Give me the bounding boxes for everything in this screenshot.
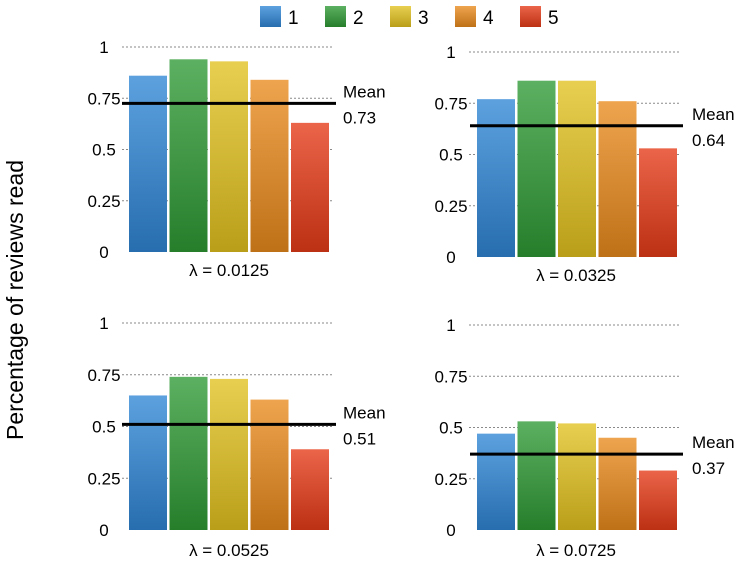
panel-lambda-label: λ = 0.0325 — [536, 266, 616, 285]
legend-entry-3: 3 — [390, 6, 429, 29]
bar-panel4-category-4 — [598, 437, 637, 530]
bar-panel3-category-1 — [129, 395, 167, 530]
mean-value: 0.73 — [343, 108, 376, 127]
y-tick-label: 0.5 — [92, 141, 116, 160]
legend: 1 2 3 4 5 — [260, 6, 559, 29]
legend-entry-5: 5 — [520, 6, 559, 29]
y-tick-label: 0 — [446, 248, 455, 267]
panel-1: 0 0.25 0.5 0.75 1 Mean 0.73 λ = 0.0125 — [87, 38, 385, 280]
y-tick-label: 0.5 — [92, 418, 116, 437]
bar-panel3-category-2 — [169, 376, 208, 530]
mean-value: 0.51 — [343, 429, 376, 448]
panel-lambda-label: λ = 0.0725 — [536, 541, 616, 560]
bar-panel1-category-2 — [169, 59, 208, 252]
bar-panel2-category-1 — [477, 99, 515, 258]
y-tick-label: 1 — [446, 43, 455, 62]
bar-panel1-category-4 — [250, 79, 289, 252]
mean-value: 0.37 — [692, 459, 725, 478]
bar-panel1-category-1 — [129, 75, 167, 252]
y-axis-label: Percentage of reviews read — [2, 160, 28, 440]
y-tick-label: 0.75 — [87, 89, 120, 108]
panel-lambda-label: λ = 0.0525 — [189, 541, 269, 560]
bar-panel1-category-3 — [210, 61, 248, 252]
bar-panel4-category-1 — [477, 433, 515, 530]
bar-panel2-category-5 — [639, 148, 677, 257]
legend-swatch-4 — [455, 6, 476, 27]
y-tick-label: 0.75 — [434, 94, 467, 113]
bar-panel4-category-5 — [639, 470, 677, 530]
y-tick-label: 1 — [99, 38, 108, 57]
legend-swatch-2 — [325, 6, 346, 27]
mean-label: Mean — [692, 105, 735, 124]
y-tick-label: 0.25 — [434, 197, 467, 216]
y-tick-label: 0.25 — [87, 192, 120, 211]
bar-panel3-category-5 — [291, 449, 329, 530]
bar-panel3-category-3 — [210, 378, 248, 530]
y-tick-label: 0.5 — [439, 146, 463, 165]
y-tick-label: 1 — [446, 316, 455, 335]
y-tick-label: 0 — [99, 521, 108, 540]
panel-2: 0 0.25 0.5 0.75 1 Mean 0.64 λ = 0.0325 — [434, 43, 734, 285]
legend-entry-4: 4 — [455, 6, 494, 29]
panel-4: 0 0.25 0.5 0.75 1 Mean 0.37 λ = 0.0725 — [434, 316, 734, 560]
bar-panel1-category-5 — [291, 122, 329, 252]
legend-swatch-5 — [520, 6, 541, 27]
y-tick-label: 0.25 — [87, 469, 120, 488]
bar-panel2-category-3 — [558, 80, 596, 257]
legend-swatch-3 — [390, 6, 411, 27]
legend-label-5: 5 — [548, 8, 559, 29]
y-tick-label: 0.5 — [439, 419, 463, 438]
panel-lambda-label: λ = 0.0125 — [189, 261, 269, 280]
mean-label: Mean — [343, 403, 386, 422]
mean-label: Mean — [692, 433, 735, 452]
y-tick-label: 0 — [99, 243, 108, 262]
y-tick-label: 0.75 — [87, 366, 120, 385]
bar-panel4-category-2 — [517, 421, 556, 530]
y-tick-label: 0.25 — [434, 470, 467, 489]
legend-label-4: 4 — [483, 8, 494, 29]
panel-3: 0 0.25 0.5 0.75 1 Mean 0.51 λ = 0.0525 — [87, 314, 385, 560]
bar-panel4-category-3 — [558, 423, 596, 530]
legend-swatch-1 — [260, 6, 281, 27]
y-tick-label: 1 — [99, 314, 108, 333]
bar-panel3-category-4 — [250, 399, 289, 530]
legend-entry-1: 1 — [260, 6, 299, 29]
y-tick-label: 0.75 — [434, 367, 467, 386]
y-tick-label: 0 — [446, 521, 455, 540]
legend-entry-2: 2 — [325, 6, 364, 29]
legend-label-1: 1 — [288, 8, 299, 29]
legend-label-2: 2 — [353, 8, 364, 29]
mean-label: Mean — [343, 82, 386, 101]
legend-label-3: 3 — [418, 8, 429, 29]
bar-panel2-category-2 — [517, 80, 556, 257]
mean-value: 0.64 — [692, 131, 725, 150]
